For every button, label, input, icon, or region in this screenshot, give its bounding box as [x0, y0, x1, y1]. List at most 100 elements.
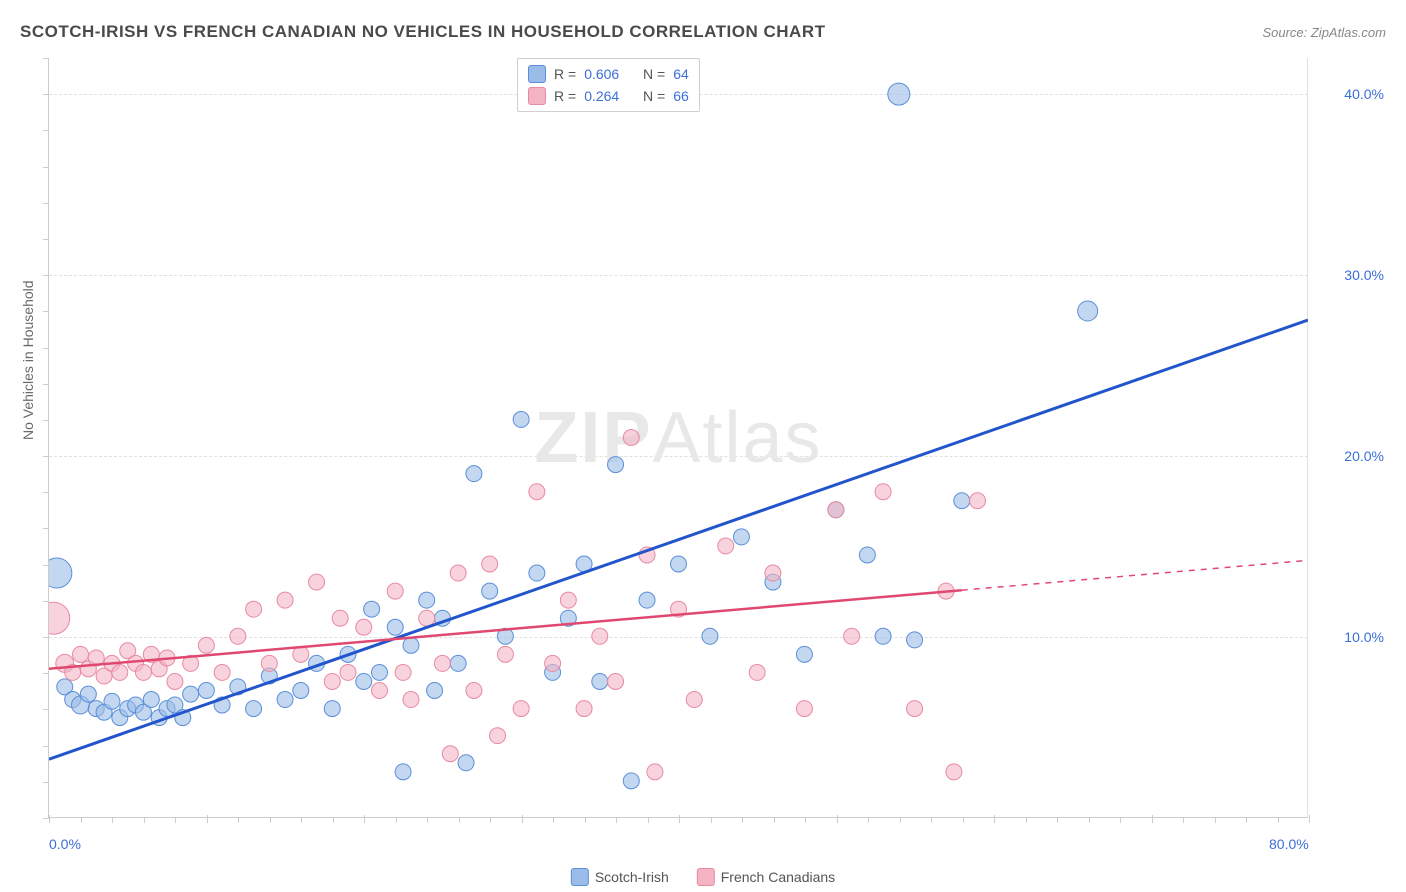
x-tick	[868, 818, 869, 823]
scatter-point-french_canadians	[545, 655, 561, 671]
scatter-point-french_canadians	[371, 683, 387, 699]
scatter-point-french_canadians	[623, 430, 639, 446]
scatter-point-scotch_irish	[364, 601, 380, 617]
swatch-scotch-irish	[528, 65, 546, 83]
scatter-point-french_canadians	[246, 601, 262, 617]
x-tick	[805, 818, 806, 823]
r-prefix-2: R =	[554, 88, 576, 104]
scatter-point-french_canadians	[875, 484, 891, 500]
x-tick	[1026, 818, 1027, 823]
scatter-point-french_canadians	[765, 565, 781, 581]
x-tick	[238, 818, 239, 823]
scatter-point-scotch_irish	[49, 558, 72, 588]
scatter-point-scotch_irish	[875, 628, 891, 644]
scatter-point-scotch_irish	[371, 664, 387, 680]
regression-line-dashed-french_canadians	[962, 560, 1308, 590]
scatter-point-french_canadians	[576, 701, 592, 717]
scatter-point-french_canadians	[434, 655, 450, 671]
r-prefix-1: R =	[554, 66, 576, 82]
scatter-point-scotch_irish	[104, 693, 120, 709]
scatter-point-french_canadians	[828, 502, 844, 518]
scatter-point-scotch_irish	[796, 646, 812, 662]
chart-svg	[49, 58, 1308, 817]
regression-line-scotch_irish	[49, 320, 1308, 759]
n-prefix-1: N =	[643, 66, 665, 82]
x-tick-label: 80.0%	[1269, 836, 1309, 852]
y-tick	[43, 818, 49, 819]
scatter-point-french_canadians	[261, 655, 277, 671]
x-tick	[1057, 818, 1058, 823]
source-name: ZipAtlas.com	[1311, 25, 1386, 40]
scatter-point-scotch_irish	[608, 457, 624, 473]
x-tick	[396, 818, 397, 823]
scatter-point-french_canadians	[309, 574, 325, 590]
scatter-point-scotch_irish	[888, 83, 910, 105]
x-tick	[774, 818, 775, 823]
x-tick	[1120, 818, 1121, 823]
scatter-point-french_canadians	[907, 701, 923, 717]
scatter-point-scotch_irish	[702, 628, 718, 644]
x-tick	[963, 818, 964, 823]
x-tick	[711, 818, 712, 823]
scatter-point-scotch_irish	[1078, 301, 1098, 321]
scatter-point-french_canadians	[403, 692, 419, 708]
scatter-point-french_canadians	[970, 493, 986, 509]
swatch-scotch-irish-bottom	[571, 868, 589, 886]
scatter-point-french_canadians	[686, 692, 702, 708]
scatter-point-scotch_irish	[482, 583, 498, 599]
legend-stats-row-2: R = 0.264 N = 66	[528, 85, 689, 107]
x-tick	[175, 818, 176, 823]
scatter-point-french_canadians	[466, 683, 482, 699]
x-tick	[301, 818, 302, 823]
scatter-point-french_canadians	[356, 619, 372, 635]
legend-label-scotch-irish: Scotch-Irish	[595, 869, 669, 885]
scatter-point-scotch_irish	[387, 619, 403, 635]
scatter-point-french_canadians	[340, 664, 356, 680]
legend-label-french-canadians: French Canadians	[721, 869, 835, 885]
scatter-point-french_canadians	[718, 538, 734, 554]
x-tick	[616, 818, 617, 823]
scatter-point-french_canadians	[450, 565, 466, 581]
scatter-point-scotch_irish	[592, 673, 608, 689]
scatter-point-scotch_irish	[403, 637, 419, 653]
y-tick-label: 30.0%	[1344, 267, 1384, 283]
x-tick	[270, 818, 271, 823]
scatter-point-scotch_irish	[466, 466, 482, 482]
scatter-point-french_canadians	[387, 583, 403, 599]
scatter-point-french_canadians	[72, 646, 88, 662]
legend-stats-row-1: R = 0.606 N = 64	[528, 63, 689, 85]
x-tick	[931, 818, 932, 823]
scatter-point-french_canadians	[214, 664, 230, 680]
x-tick	[81, 818, 82, 823]
scatter-point-french_canadians	[844, 628, 860, 644]
scatter-point-scotch_irish	[859, 547, 875, 563]
x-tick	[427, 818, 428, 823]
x-tick	[333, 818, 334, 823]
scatter-point-french_canadians	[482, 556, 498, 572]
n-prefix-2: N =	[643, 88, 665, 104]
scatter-point-scotch_irish	[639, 592, 655, 608]
bottom-legend: Scotch-Irish French Canadians	[571, 868, 835, 886]
scatter-point-french_canadians	[647, 764, 663, 780]
x-tick	[1246, 818, 1247, 823]
scatter-point-french_canadians	[112, 664, 128, 680]
source-prefix: Source:	[1262, 25, 1310, 40]
x-tick-label: 0.0%	[49, 836, 81, 852]
scatter-point-french_canadians	[490, 728, 506, 744]
n-value-1: 64	[673, 66, 689, 82]
scatter-point-scotch_irish	[293, 683, 309, 699]
swatch-french-canadians-bottom	[697, 868, 715, 886]
scatter-point-scotch_irish	[277, 692, 293, 708]
scatter-point-scotch_irish	[183, 686, 199, 702]
scatter-point-scotch_irish	[356, 673, 372, 689]
scatter-point-french_canadians	[135, 664, 151, 680]
chart-header: SCOTCH-IRISH VS FRENCH CANADIAN NO VEHIC…	[20, 22, 1386, 42]
x-tick	[742, 818, 743, 823]
scatter-point-scotch_irish	[458, 755, 474, 771]
x-tick	[553, 818, 554, 823]
scatter-point-scotch_irish	[954, 493, 970, 509]
scatter-point-scotch_irish	[246, 701, 262, 717]
x-tick	[900, 818, 901, 823]
legend-item-french-canadians: French Canadians	[697, 868, 835, 886]
scatter-point-scotch_irish	[324, 701, 340, 717]
